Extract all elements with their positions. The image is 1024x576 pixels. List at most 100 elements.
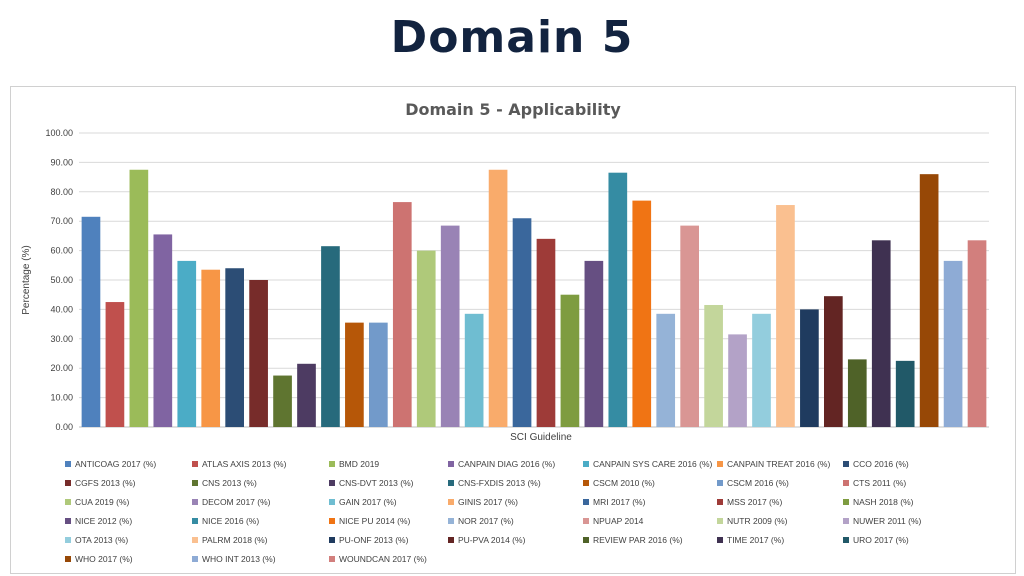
legend-label: WHO 2017 (%) <box>75 554 133 564</box>
bar <box>608 172 628 427</box>
legend-label: PU-PVA 2014 (%) <box>458 535 526 545</box>
legend-swatch <box>717 537 723 543</box>
legend-label: GINIS 2017 (%) <box>458 497 518 507</box>
legend-swatch <box>329 480 335 486</box>
bar <box>824 296 843 427</box>
legend-label: OTA 2013 (%) <box>75 535 128 545</box>
bar <box>273 375 292 427</box>
legend-label: WOUNDCAN 2017 (%) <box>339 554 427 564</box>
bar <box>488 169 508 427</box>
x-axis-label: SCI Guideline <box>510 432 572 443</box>
legend-label: NICE 2016 (%) <box>202 516 259 526</box>
legend-swatch <box>717 461 723 467</box>
slide-title: Domain 5 <box>390 12 634 63</box>
legend-label: CNS-FXDIS 2013 (%) <box>458 478 541 488</box>
legend-label: NOR 2017 (%) <box>458 516 514 526</box>
legend-swatch <box>65 480 71 486</box>
legend-swatch <box>65 499 71 505</box>
bars <box>81 169 987 427</box>
y-tick-label: 90.00 <box>50 157 73 167</box>
legend-label: CANPAIN SYS CARE 2016 (%) <box>593 459 713 469</box>
legend-label: MRI 2017 (%) <box>593 497 646 507</box>
legend-swatch <box>583 461 589 467</box>
bar <box>560 294 580 427</box>
legend-label: NASH 2018 (%) <box>853 497 914 507</box>
legend-swatch <box>329 461 335 467</box>
bar <box>153 234 173 427</box>
bar <box>704 304 723 427</box>
legend-swatch <box>65 461 71 467</box>
bar <box>919 174 939 427</box>
bar <box>536 238 556 427</box>
legend-label: CNS-DVT 2013 (%) <box>339 478 414 488</box>
y-tick-label: 30.00 <box>50 334 73 344</box>
legend-swatch <box>65 518 71 524</box>
legend-label: CUA 2019 (%) <box>75 497 129 507</box>
bar <box>967 240 987 427</box>
legend-swatch <box>65 556 71 562</box>
legend-label: CSCM 2010 (%) <box>593 478 655 488</box>
legend-label: ATLAS AXIS 2013 (%) <box>202 459 287 469</box>
y-tick-label: 10.00 <box>50 393 73 403</box>
legend-swatch <box>448 461 454 467</box>
legend-label: WHO INT 2013 (%) <box>202 554 276 564</box>
legend-swatch <box>843 518 849 524</box>
legend-swatch <box>192 499 198 505</box>
bar <box>297 363 316 427</box>
legend-label: BMD 2019 <box>339 459 379 469</box>
legend-label: NICE PU 2014 (%) <box>339 516 410 526</box>
legend-label: DECOM 2017 (%) <box>202 497 271 507</box>
y-tick-label: 100.00 <box>45 128 73 138</box>
y-axis-ticks: 0.00 10.00 20.00 30.00 40.00 50.00 60.00 70.00 8… <box>45 128 73 432</box>
legend-swatch <box>583 518 589 524</box>
bar <box>225 268 244 427</box>
legend-label: GAIN 2017 (%) <box>339 497 397 507</box>
bar <box>943 260 963 427</box>
legend-swatch <box>583 537 589 543</box>
legend-label: CANPAIN DIAG 2016 (%) <box>458 459 555 469</box>
legend-label: REVIEW PAR 2016 (%) <box>593 535 683 545</box>
legend-swatch <box>583 480 589 486</box>
legend-swatch <box>192 518 198 524</box>
bar <box>321 246 340 427</box>
legend-swatch <box>448 480 454 486</box>
y-tick-label: 60.00 <box>50 246 73 256</box>
bar <box>680 225 699 427</box>
legend-label: CCO 2016 (%) <box>853 459 909 469</box>
bar <box>847 359 867 427</box>
legend-swatch <box>329 537 335 543</box>
bar <box>249 280 268 427</box>
legend-label: CGFS 2013 (%) <box>75 478 136 488</box>
bar <box>369 322 388 427</box>
bar <box>512 218 532 427</box>
bar <box>895 360 915 427</box>
chart-title: Domain 5 - Applicability <box>405 100 621 119</box>
legend-swatch <box>448 499 454 505</box>
legend-label: PALRM 2018 (%) <box>202 535 268 545</box>
legend-swatch <box>448 537 454 543</box>
legend-swatch <box>843 537 849 543</box>
bar <box>105 302 125 427</box>
legend-swatch <box>448 518 454 524</box>
bar <box>177 260 197 427</box>
y-tick-label: 20.00 <box>50 363 73 373</box>
legend-label: CTS 2011 (%) <box>853 478 906 488</box>
legend-swatch <box>329 499 335 505</box>
legend-swatch <box>843 480 849 486</box>
chart-frame: Domain 5 - Applicability Percentage (%) … <box>10 86 1016 574</box>
y-tick-label: 50.00 <box>50 275 73 285</box>
bar <box>776 205 795 427</box>
legend-swatch <box>717 499 723 505</box>
legend-swatch <box>192 537 198 543</box>
bar <box>584 260 604 427</box>
legend-swatch <box>843 461 849 467</box>
y-axis-label: Percentage (%) <box>21 245 32 314</box>
legend-label: NUWER 2011 (%) <box>853 516 921 526</box>
legend-label: NICE 2012 (%) <box>75 516 132 526</box>
y-tick-label: 0.00 <box>55 422 73 432</box>
bar <box>81 216 101 427</box>
bar <box>464 313 484 427</box>
bar <box>632 200 652 427</box>
bar <box>201 269 221 427</box>
legend-swatch <box>65 537 71 543</box>
